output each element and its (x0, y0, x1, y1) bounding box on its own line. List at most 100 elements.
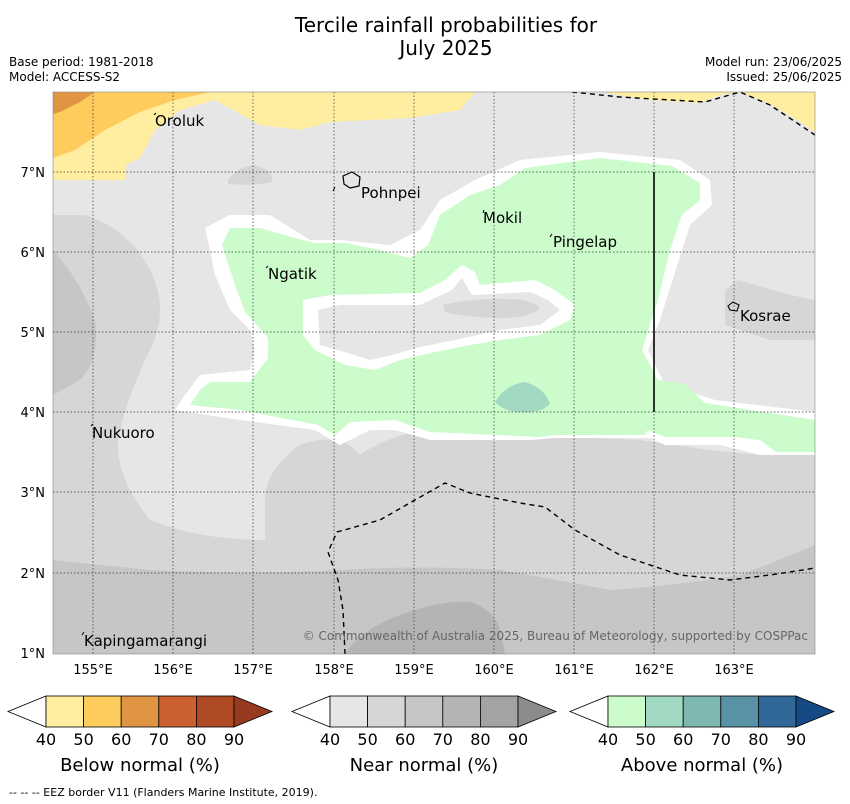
ant-atoll (332, 186, 336, 192)
colorbar-tick-label: 50 (73, 730, 93, 749)
below-normal-50-60-zone (53, 92, 210, 158)
place-label-nukuoro: Nukuoro (92, 424, 155, 442)
place-label-kosrae: Kosrae (740, 307, 791, 325)
colorbar-segment (158, 695, 197, 728)
colorbar-segment (442, 695, 481, 728)
colorbar-tick-label: 90 (786, 730, 806, 749)
model-run: Model run: 23/06/2025 (704, 55, 842, 69)
colorbar-tick-label: 40 (598, 730, 618, 749)
colorbar-high-extension (795, 695, 836, 728)
near-normal-left-darker (53, 250, 96, 395)
model-name: Model: ACCESS-S2 (9, 70, 121, 84)
colorbar-tick-label: 70 (433, 730, 453, 749)
colorbar-segment (682, 695, 722, 728)
colorbar-tick-label: 90 (508, 730, 528, 749)
near-normal-inner-darker (443, 298, 540, 318)
colorbar-tick-label: 70 (149, 730, 169, 749)
colorbar-segment (195, 695, 235, 728)
atoll-markers (81, 112, 553, 636)
map-frame (52, 91, 816, 655)
copyright-notice: © Commonwealth of Australia 2025, Bureau… (303, 629, 808, 643)
colorbar-segment (367, 695, 406, 728)
colorbar-tick-label: 70 (711, 730, 731, 749)
below-normal-40-50-zone (53, 92, 475, 180)
below-normal-60-70-zone (53, 92, 95, 114)
lat-tick: 2°N (21, 567, 46, 582)
colorbar-segment (645, 695, 684, 728)
colorbar-label-above: Above normal (%) (620, 755, 784, 776)
eez-footnote: -- -- -- EEZ border V11 (Flanders Marine… (9, 786, 318, 799)
place-label-oroluk: Oroluk (155, 112, 204, 130)
lat-tick: 1°N (21, 647, 46, 662)
lon-tick: 157°E (233, 663, 273, 678)
colorbar-segment (120, 695, 160, 728)
colorbar-tick-label: 60 (111, 730, 131, 749)
colorbar-tick-label: 50 (635, 730, 655, 749)
lon-tick: 162°E (634, 663, 674, 678)
lat-tick: 7°N (21, 166, 46, 181)
colorbar-segment (720, 695, 759, 728)
colorbar-above-normal: 40 50 60 70 80 90 (568, 695, 836, 749)
colorbar-segment (479, 695, 519, 728)
colorbar-tick-label: 80 (186, 730, 206, 749)
place-label-ngatik: Ngatik (268, 265, 317, 283)
colorbar-low-extension (6, 695, 47, 728)
pohnpei-island (342, 171, 361, 189)
colorbar-high-extension (517, 695, 558, 728)
lon-tick: 159°E (394, 663, 434, 678)
base-period: Base period: 1981-2018 (9, 55, 154, 69)
latitude-ticks: 7°N 6°N 5°N 4°N 3°N 2°N 1°N (21, 166, 46, 662)
title-line-1: Tercile rainfall probabilities for (294, 13, 598, 37)
colorbar-low-extension (568, 695, 609, 728)
right-metadata: Model run: 23/06/2025 Issued: 25/06/2025 (705, 55, 842, 85)
lon-tick: 163°E (714, 663, 754, 678)
kosrae-island (727, 301, 740, 312)
near-normal-kosrae-patch (725, 280, 815, 340)
colorbar-segment (758, 695, 797, 728)
place-label-kapingamarangi: Kapingamarangi (84, 632, 207, 650)
near-normal-60-70-zone (53, 545, 815, 654)
colorbar-high-extension (233, 695, 274, 728)
colorbar-segment (83, 695, 122, 728)
lon-tick: 155°E (73, 663, 113, 678)
colorbar-label-near: Near normal (%) (349, 755, 499, 776)
lat-tick: 4°N (21, 406, 46, 421)
colorbar-segment (329, 695, 368, 728)
colorbar-segment (45, 695, 84, 728)
title-line-2: July 2025 (399, 36, 493, 60)
colorbar-tick-label: 60 (673, 730, 693, 749)
place-labels: Oroluk Pohnpei Mokil Pingelap Ngatik Kos… (84, 112, 791, 650)
colorbar-segment (607, 695, 646, 728)
eez-borders (327, 92, 815, 654)
lon-tick: 158°E (314, 663, 354, 678)
map-area (53, 92, 815, 654)
place-label-pingelap: Pingelap (553, 233, 617, 251)
colorbar-tick-label: 80 (470, 730, 490, 749)
lat-tick: 6°N (21, 246, 46, 261)
near-normal-left-edge (53, 380, 75, 500)
colorbar-tick-label: 40 (36, 730, 56, 749)
colorbar-tick-label: 40 (320, 730, 340, 749)
issued-date: Issued: 25/06/2025 (726, 70, 842, 84)
place-label-mokil: Mokil (483, 209, 522, 227)
lon-tick: 160°E (474, 663, 514, 678)
colorbar-tick-label: 90 (224, 730, 244, 749)
lat-tick: 5°N (21, 326, 46, 341)
longitude-ticks: 155°E 156°E 157°E 158°E 159°E 160°E 161°… (73, 663, 754, 678)
lon-tick: 161°E (554, 663, 594, 678)
colorbar-tick-label: 60 (395, 730, 415, 749)
place-label-pohnpei: Pohnpei (361, 184, 421, 202)
below-normal-northeast-zone (600, 92, 815, 132)
near-normal-small-patch (228, 165, 273, 185)
above-normal-50-60-patch (495, 382, 550, 413)
colorbar-tick-label: 50 (357, 730, 377, 749)
left-metadata: Base period: 1981-2018 Model: ACCESS-S2 (9, 55, 154, 85)
colorbar-near-normal: 40 50 60 70 80 90 (290, 695, 558, 749)
lon-tick: 156°E (153, 663, 193, 678)
colorbar-below-normal: 40 50 60 70 80 90 (6, 695, 274, 749)
near-normal-70-80-patch (345, 601, 505, 654)
colorbar-label-below: Below normal (%) (60, 755, 220, 776)
colorbar-segment (404, 695, 444, 728)
near-normal-inner-zone (318, 278, 560, 360)
